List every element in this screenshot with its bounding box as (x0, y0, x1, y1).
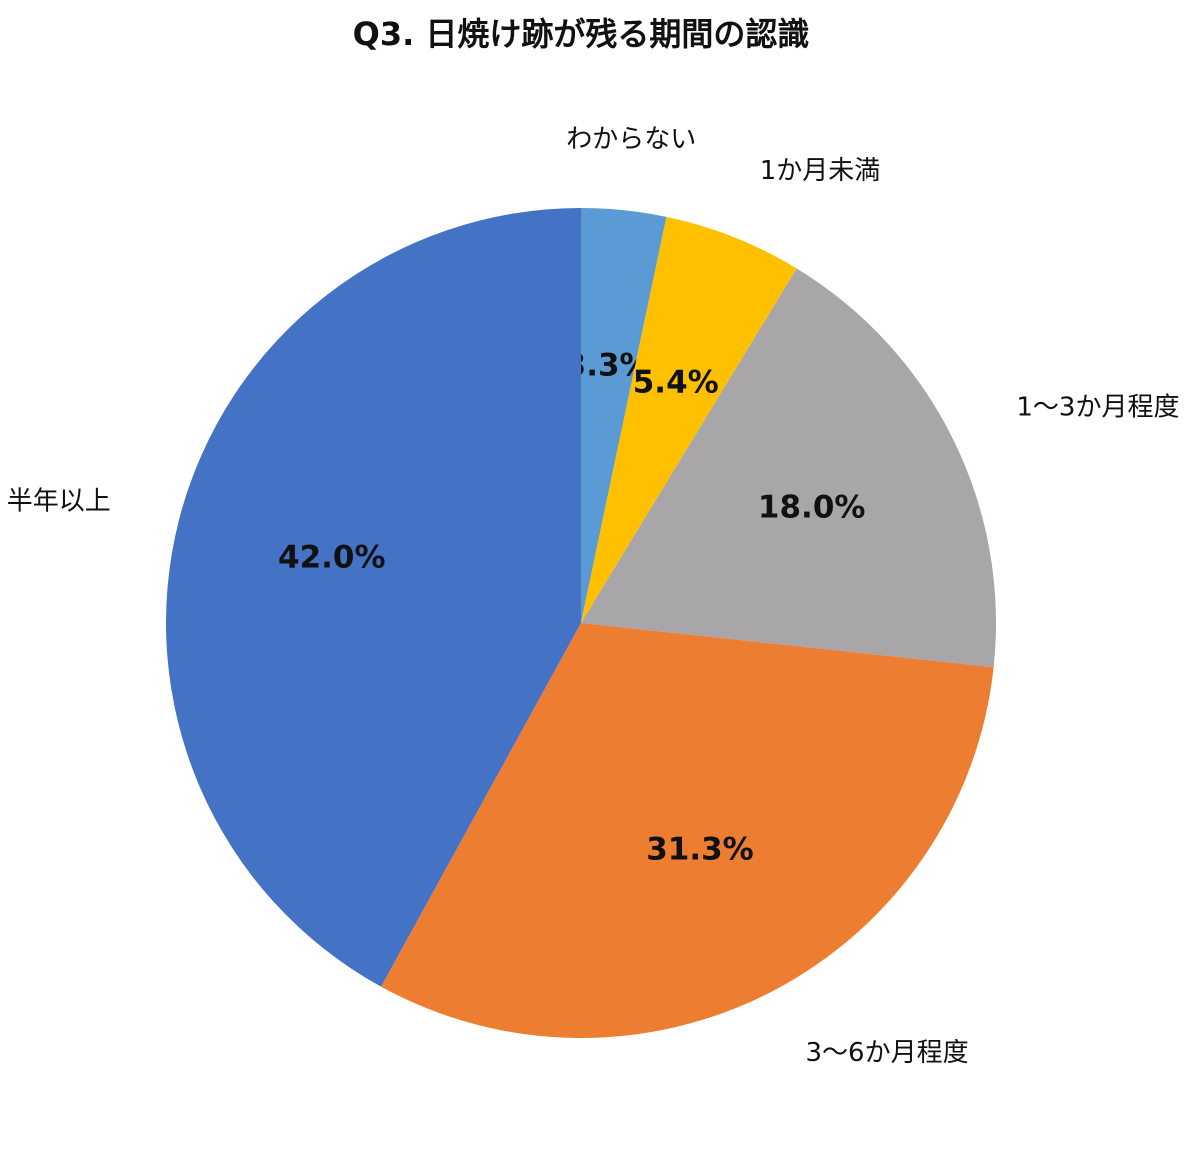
pie-slice (381, 623, 994, 1039)
pie-slice (581, 268, 997, 668)
pie-slice (166, 208, 581, 987)
category-label: 半年以上 (7, 487, 111, 517)
category-label: わからない (566, 125, 696, 155)
chart-title: Q3. 日焼け跡が残る期間の認識 (353, 15, 810, 53)
value-label: 5.4% (633, 364, 719, 400)
value-label: 18.0% (758, 490, 866, 526)
category-label: 3〜6か月程度 (806, 1038, 969, 1068)
category-label: 1か月未満 (760, 156, 881, 186)
pie-slice (581, 208, 667, 623)
pie-slice (581, 216, 797, 624)
value-label: 42.0% (278, 540, 386, 576)
category-label: 1〜3か月程度 (1016, 393, 1179, 423)
value-label: 31.3% (646, 832, 754, 868)
